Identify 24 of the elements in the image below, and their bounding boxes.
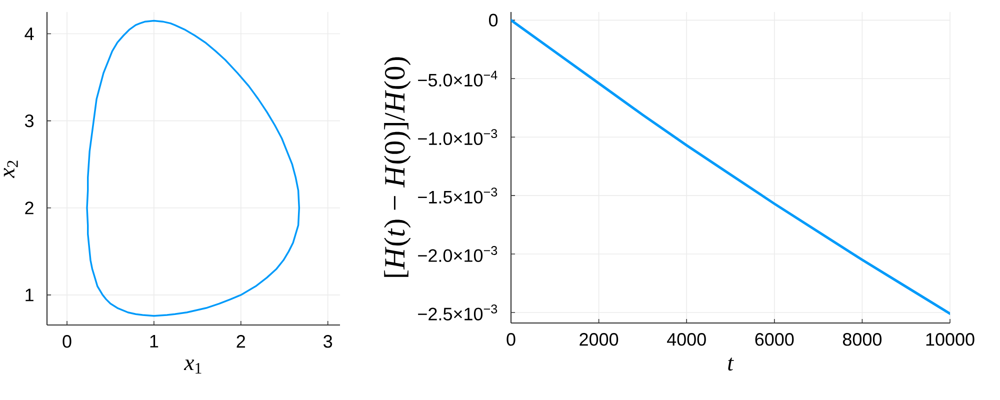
x-tick-label: 2: [236, 335, 245, 348]
x-tick-label: 0: [62, 335, 72, 348]
x-tick-label: 1: [150, 335, 158, 348]
y-tick-label: −1.0×10$^{−3}$: [418, 129, 498, 146]
x-axis-title: t: [728, 358, 734, 371]
y-tick-label: 2: [25, 202, 34, 214]
y-tick-label: 1: [26, 288, 34, 302]
y-tick-label: −5.0×10$^{−4}$: [418, 70, 498, 87]
y-tick-label: −2.0×10$^{−3}$: [418, 246, 498, 262]
x-tick-label: 6000: [755, 333, 794, 346]
x-tick-label: 3: [324, 335, 332, 348]
y-tick-label: −2.5×10$^{−3}$: [418, 304, 498, 320]
y-tick-label: 0: [488, 14, 498, 27]
x-tick-label: 0: [506, 333, 516, 346]
x-tick-label: 2000: [580, 333, 618, 346]
y-tick-label: −1.5×10$^{−3}$: [418, 188, 498, 204]
y-tick-label: 4: [24, 28, 34, 40]
text: [H(t) − H(0)]/H(0): [384, 57, 411, 277]
x-tick-label: 8000: [842, 333, 882, 346]
x-tick-label: 4000: [667, 333, 706, 346]
y-tick-label: 3: [24, 114, 34, 128]
x-axis-title: x$_{1}$: [184, 360, 202, 374]
y-axis-title: x$_{2}$: [4, 160, 18, 178]
x-tick-label: 10000: [926, 333, 974, 346]
